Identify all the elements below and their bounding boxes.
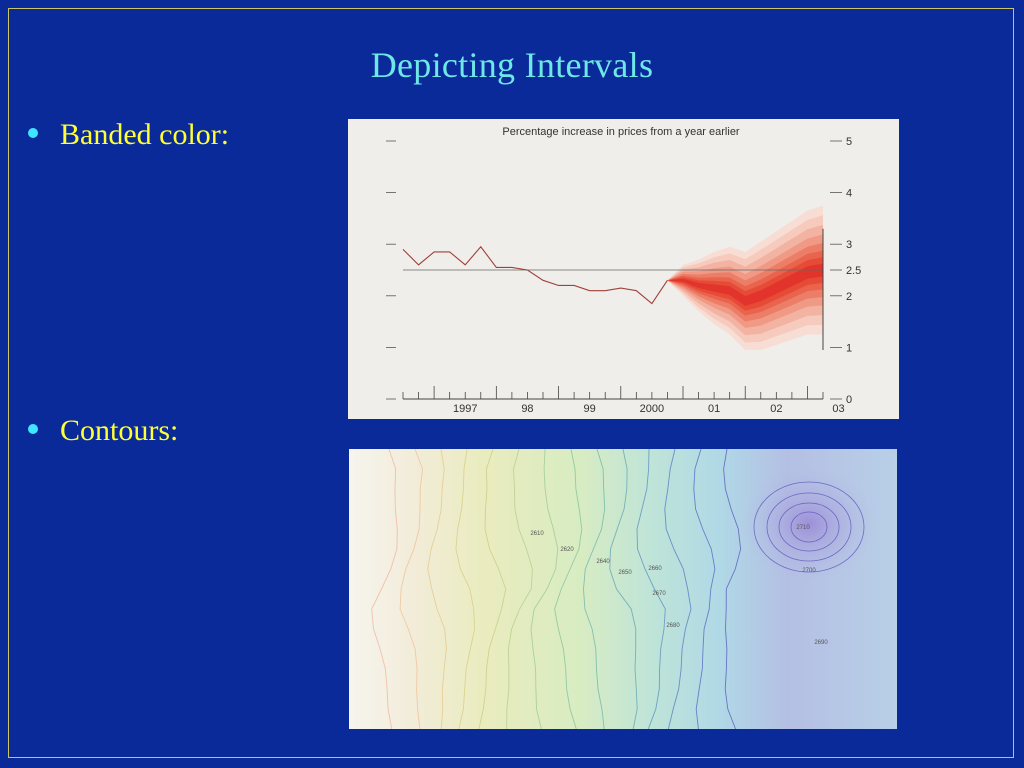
contour-label: 2670 xyxy=(652,591,666,597)
bullet-label: Contours: xyxy=(60,414,179,447)
y-tick-label: 3 xyxy=(846,239,852,251)
x-tick-label: 03 xyxy=(832,403,844,415)
y-tick-label: 2 xyxy=(846,291,852,303)
contour-label: 2710 xyxy=(796,525,810,531)
contour-map: 2610 2620 2640 2650 2660 2670 2680 2710 2700 2690 xyxy=(349,449,897,729)
contour-line xyxy=(427,449,447,729)
contour-loop xyxy=(778,502,840,552)
y-tick-label: 2.5 xyxy=(846,265,861,277)
y-tick-label: 4 xyxy=(846,188,852,200)
contour-label: 2640 xyxy=(596,559,610,565)
history-line xyxy=(402,245,668,305)
contour-line xyxy=(506,449,533,729)
contour-label: 2610 xyxy=(530,531,544,537)
x-tick-label: 2000 xyxy=(640,403,664,415)
contour-line xyxy=(478,449,507,729)
contour-line xyxy=(723,449,742,729)
bullet-banded-color: Banded color: xyxy=(28,118,229,152)
contour-loop xyxy=(790,511,828,543)
contour-line xyxy=(583,449,606,729)
y-tick-label: 0 xyxy=(846,394,852,406)
x-tick-label: 99 xyxy=(584,403,596,415)
fan-chart: Percentage increase in prices from a yea… xyxy=(348,119,899,419)
chart-title: Percentage increase in prices from a yea… xyxy=(502,126,740,138)
contour-line xyxy=(664,449,692,729)
contour-line xyxy=(609,449,638,729)
contour-line xyxy=(455,449,476,729)
x-tick-label: 02 xyxy=(770,403,782,415)
x-tick-label: 98 xyxy=(521,403,533,415)
contour-lines xyxy=(371,449,865,729)
bullet-label: Banded color: xyxy=(60,118,230,151)
contour-line xyxy=(636,449,666,729)
fan-band xyxy=(667,263,823,306)
contour-line xyxy=(554,449,583,729)
y-tick-label: 1 xyxy=(846,342,852,354)
fan-band xyxy=(667,242,823,322)
x-tick-label: 1997 xyxy=(453,403,477,415)
contour-line xyxy=(399,449,424,729)
contour-label: 2700 xyxy=(802,568,816,574)
contour-peak xyxy=(739,464,879,584)
contour-line xyxy=(371,449,398,729)
contour-line xyxy=(693,449,716,729)
bullet-dot-icon xyxy=(28,424,38,435)
bullet-dot-icon xyxy=(28,128,38,139)
y-tick-label: 5 xyxy=(846,136,852,148)
contour-label: 2660 xyxy=(648,566,662,572)
contour-line xyxy=(530,449,559,729)
contour-labels: 2610 2620 2640 2650 2660 2670 2680 2710 2700 2690 xyxy=(530,525,828,646)
slide-title: Depicting Intervals xyxy=(370,45,654,85)
fan-band xyxy=(667,250,823,316)
contour-label: 2690 xyxy=(814,640,828,646)
slide-frame xyxy=(8,8,1014,758)
contour-loop xyxy=(766,492,852,562)
fan-bands xyxy=(667,205,823,350)
contour-label: 2680 xyxy=(666,623,680,629)
contour-loop xyxy=(753,481,865,573)
contour-label: 2620 xyxy=(560,547,574,553)
contour-label: 2650 xyxy=(618,570,632,576)
history-series xyxy=(402,245,668,305)
x-tick-label: 01 xyxy=(708,403,720,415)
bullet-contours: Contours: xyxy=(28,414,178,448)
